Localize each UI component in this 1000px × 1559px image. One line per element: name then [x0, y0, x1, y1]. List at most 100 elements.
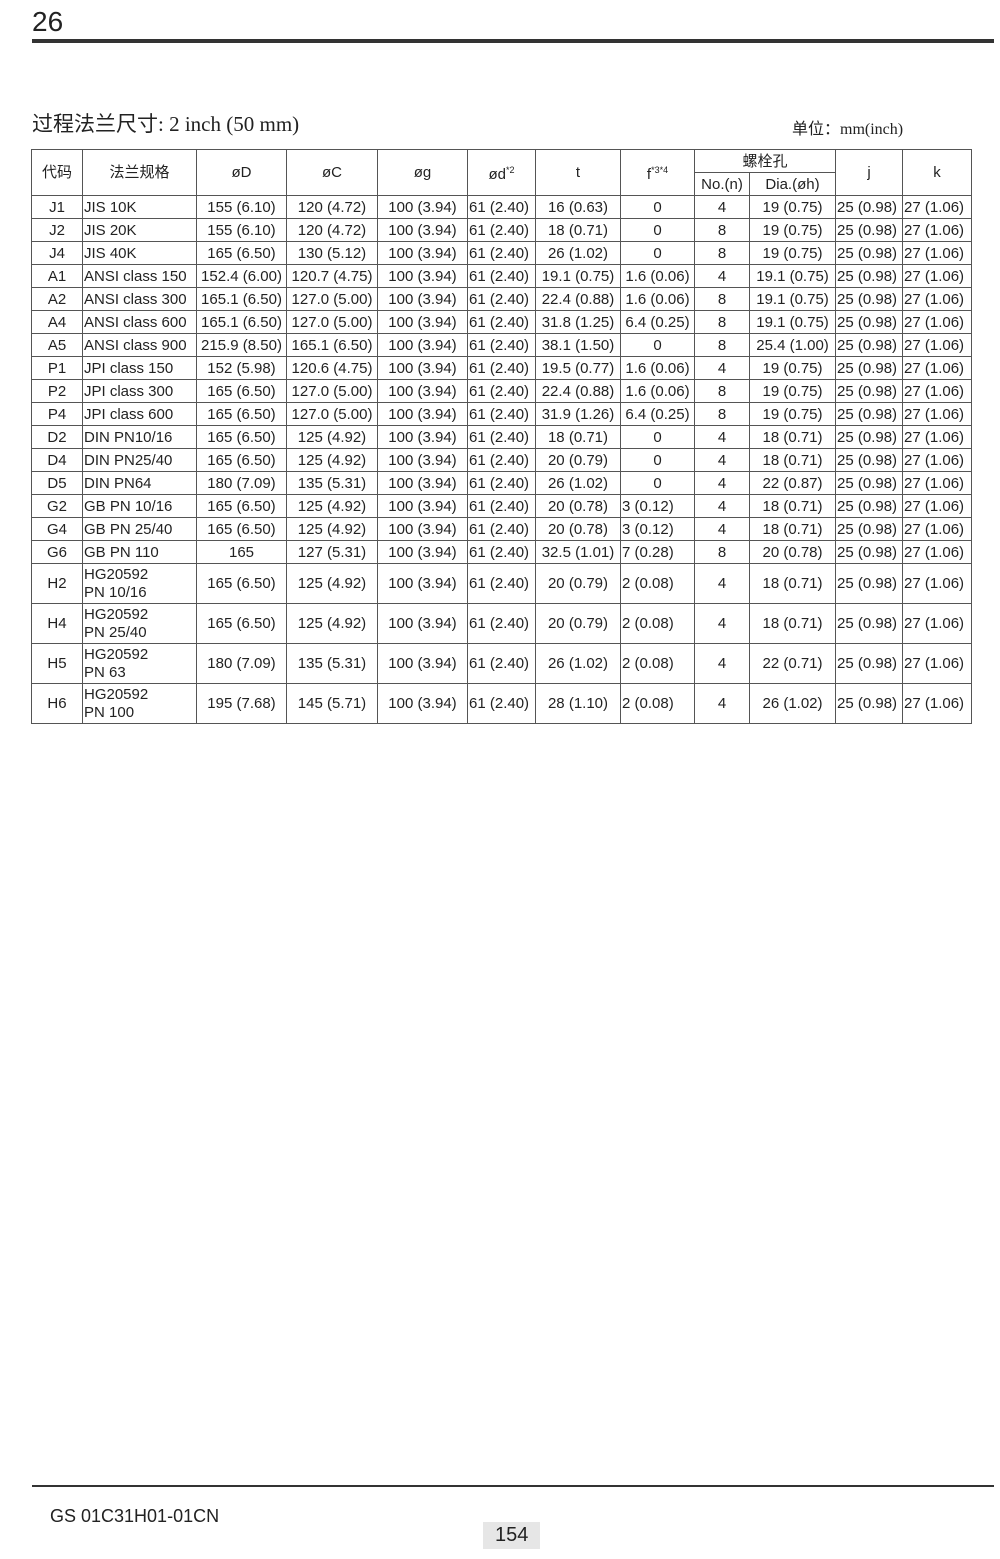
- cell-j: 25 (0.98): [835, 333, 904, 357]
- flange-dimension-table: 代码 法兰规格 øD øC øg ød*2 t f*3*4 螺栓孔 j k No…: [31, 149, 973, 724]
- cell-j: 25 (0.98): [835, 241, 904, 265]
- cell-j: 25 (0.98): [835, 494, 904, 518]
- cell-d: 61 (2.40): [467, 603, 536, 644]
- cell-k: 27 (1.06): [902, 402, 973, 426]
- cell-k: 27 (1.06): [902, 195, 973, 219]
- cell-code: J1: [31, 195, 83, 219]
- cell-g: 100 (3.94): [377, 241, 468, 265]
- header-bolt-diameter: Dia.(øh): [748, 172, 837, 196]
- table-row: P2 JPI class 300 165 (6.50) 127.0 (5.00) 100…: [31, 379, 973, 403]
- cell-t: 22.4 (0.88): [535, 379, 621, 403]
- cell-h: 19 (0.75): [748, 402, 837, 426]
- spec-line: JPI class 300: [84, 382, 174, 400]
- cell-D: 195 (7.68): [196, 683, 287, 724]
- cell-code: H5: [31, 643, 83, 684]
- header-code: 代码: [31, 149, 83, 196]
- cell-h: 18 (0.71): [748, 494, 837, 518]
- table-row: H2 HG20592 PN 10/16 165 (6.50) 125 (4.92) 100…: [31, 563, 973, 604]
- spec-line: DIN PN25/40: [84, 451, 173, 469]
- cell-h: 19 (0.75): [748, 356, 837, 380]
- cell-j: 25 (0.98): [835, 287, 904, 311]
- cell-code: A4: [31, 310, 83, 334]
- cell-n: 4: [694, 195, 750, 219]
- cell-f: 1.6 (0.06): [620, 264, 695, 288]
- cell-h: 19 (0.75): [748, 218, 837, 242]
- cell-g: 100 (3.94): [377, 494, 468, 518]
- cell-t: 31.8 (1.25): [535, 310, 621, 334]
- cell-t: 19.5 (0.77): [535, 356, 621, 380]
- cell-spec: GB PN 110: [82, 540, 197, 564]
- cell-d: 61 (2.40): [467, 218, 536, 242]
- page-number: 154: [483, 1522, 541, 1549]
- cell-D: 155 (6.10): [196, 218, 287, 242]
- cell-h: 19.1 (0.75): [748, 287, 837, 311]
- cell-spec: ANSI class 600: [82, 310, 197, 334]
- cell-d: 61 (2.40): [467, 517, 536, 541]
- cell-k: 27 (1.06): [902, 471, 973, 495]
- cell-C: 127 (5.31): [286, 540, 378, 564]
- unit-label: 单位：mm(inch): [792, 121, 904, 138]
- spec-line: PN 10/16: [84, 583, 147, 601]
- cell-g: 100 (3.94): [377, 379, 468, 403]
- cell-g: 100 (3.94): [377, 517, 468, 541]
- spec-line: ANSI class 300: [84, 290, 187, 308]
- spec-line: GB PN 110: [84, 543, 159, 561]
- cell-spec: DIN PN10/16: [82, 425, 197, 449]
- cell-d: 61 (2.40): [467, 195, 536, 219]
- header-t: t: [535, 149, 621, 196]
- cell-g: 100 (3.94): [377, 195, 468, 219]
- cell-code: A1: [31, 264, 83, 288]
- table-row: G4 GB PN 25/40 165 (6.50) 125 (4.92) 100 (3.…: [31, 517, 973, 541]
- cell-k: 27 (1.06): [902, 563, 973, 604]
- cell-j: 25 (0.98): [835, 310, 904, 334]
- cell-n: 4: [694, 494, 750, 518]
- cell-C: 127.0 (5.00): [286, 379, 378, 403]
- cell-h: 18 (0.71): [748, 517, 837, 541]
- cell-d: 61 (2.40): [467, 494, 536, 518]
- cell-C: 125 (4.92): [286, 517, 378, 541]
- table-row: J4 JIS 40K 165 (6.50) 130 (5.12) 100 (3.94) 6…: [31, 241, 973, 265]
- table-row: H6 HG20592 PN 100 195 (7.68) 145 (5.71) 100 (…: [31, 683, 973, 724]
- cell-spec: DIN PN25/40: [82, 448, 197, 472]
- cell-spec: ANSI class 900: [82, 333, 197, 357]
- cell-t: 26 (1.02): [535, 241, 621, 265]
- cell-spec: HG20592 PN 63: [82, 643, 197, 684]
- cell-h: 25.4 (1.00): [748, 333, 837, 357]
- cell-h: 18 (0.71): [748, 425, 837, 449]
- header-k: k: [902, 149, 973, 196]
- cell-h: 22 (0.71): [748, 643, 837, 684]
- cell-t: 38.1 (1.50): [535, 333, 621, 357]
- cell-spec: JPI class 150: [82, 356, 197, 380]
- cell-n: 4: [694, 563, 750, 604]
- table-row: D4 DIN PN25/40 165 (6.50) 125 (4.92) 100 (3.…: [31, 448, 973, 472]
- cell-d: 61 (2.40): [467, 310, 536, 334]
- cell-d: 61 (2.40): [467, 379, 536, 403]
- cell-h: 19 (0.75): [748, 195, 837, 219]
- cell-g: 100 (3.94): [377, 448, 468, 472]
- cell-n: 4: [694, 448, 750, 472]
- cell-d: 61 (2.40): [467, 356, 536, 380]
- cell-spec: JIS 10K: [82, 195, 197, 219]
- cell-D: 165 (6.50): [196, 563, 287, 604]
- cell-h: 19 (0.75): [748, 241, 837, 265]
- cell-t: 26 (1.02): [535, 643, 621, 684]
- cell-j: 25 (0.98): [835, 448, 904, 472]
- spec-line: JPI class 150: [84, 359, 174, 377]
- cell-f: 3 (0.12): [620, 494, 695, 518]
- cell-spec: JIS 40K: [82, 241, 197, 265]
- cell-t: 20 (0.78): [535, 494, 621, 518]
- cell-g: 100 (3.94): [377, 287, 468, 311]
- cell-D: 165 (6.50): [196, 517, 287, 541]
- cell-D: 165 (6.50): [196, 494, 287, 518]
- cell-D: 215.9 (8.50): [196, 333, 287, 357]
- cell-n: 8: [694, 287, 750, 311]
- cell-g: 100 (3.94): [377, 643, 468, 684]
- cell-k: 27 (1.06): [902, 356, 973, 380]
- spec-line: HG20592: [84, 565, 149, 583]
- cell-C: 165.1 (6.50): [286, 333, 378, 357]
- table-row: P1 JPI class 150 152 (5.98) 120.6 (4.75) 100…: [31, 356, 973, 380]
- cell-j: 25 (0.98): [835, 218, 904, 242]
- cell-g: 100 (3.94): [377, 356, 468, 380]
- spec-line: PN 100: [84, 703, 135, 721]
- cell-D: 165 (6.50): [196, 425, 287, 449]
